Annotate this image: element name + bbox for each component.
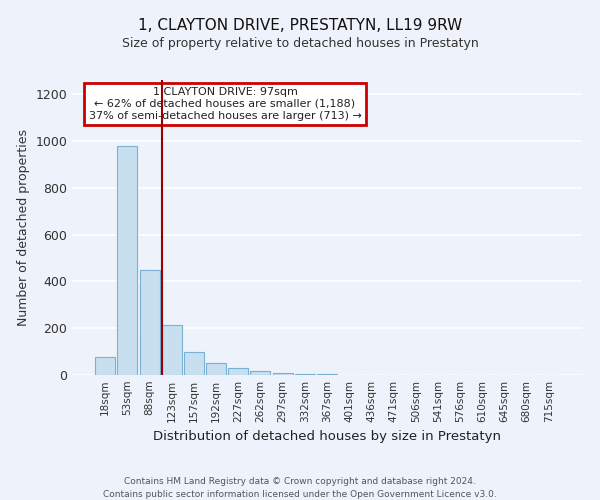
Text: 1, CLAYTON DRIVE, PRESTATYN, LL19 9RW: 1, CLAYTON DRIVE, PRESTATYN, LL19 9RW <box>138 18 462 32</box>
Bar <box>228 368 248 375</box>
Text: Contains HM Land Registry data © Crown copyright and database right 2024.: Contains HM Land Registry data © Crown c… <box>124 478 476 486</box>
Bar <box>250 371 271 375</box>
Bar <box>95 358 115 375</box>
Text: 1 CLAYTON DRIVE: 97sqm
← 62% of detached houses are smaller (1,188)
37% of semi-: 1 CLAYTON DRIVE: 97sqm ← 62% of detached… <box>89 88 361 120</box>
Bar <box>317 374 337 375</box>
Y-axis label: Number of detached properties: Number of detached properties <box>17 129 30 326</box>
Bar <box>206 364 226 375</box>
X-axis label: Distribution of detached houses by size in Prestatyn: Distribution of detached houses by size … <box>153 430 501 444</box>
Bar <box>118 146 137 375</box>
Bar <box>295 374 315 375</box>
Bar <box>162 324 182 375</box>
Text: Size of property relative to detached houses in Prestatyn: Size of property relative to detached ho… <box>122 38 478 51</box>
Bar <box>272 372 293 375</box>
Bar <box>140 270 160 375</box>
Bar <box>184 352 204 375</box>
Text: Contains public sector information licensed under the Open Government Licence v3: Contains public sector information licen… <box>103 490 497 499</box>
